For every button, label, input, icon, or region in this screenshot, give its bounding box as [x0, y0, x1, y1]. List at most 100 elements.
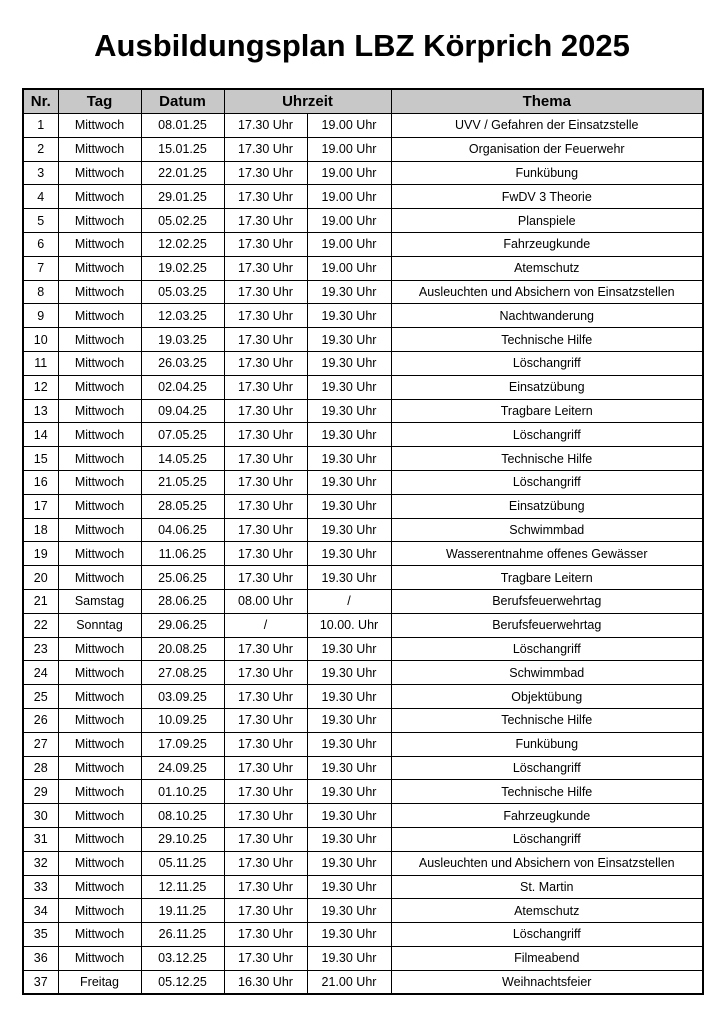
cell-thema: Technische Hilfe	[390, 446, 704, 471]
cell-end-time: 19.30 Uhr	[306, 374, 392, 400]
table-row: 6 Mittwoch 12.02.25 17.30 Uhr 19.00 Uhr Fahrz…	[22, 231, 704, 257]
cell-thema: Technische Hilfe	[390, 327, 704, 352]
cell-start-time: 17.30 Uhr	[223, 541, 308, 567]
cell-end-time: 19.30 Uhr	[306, 636, 392, 662]
cell-start-time: 17.30 Uhr	[223, 636, 308, 662]
cell-datum: 12.03.25	[140, 303, 225, 329]
cell-tag: Mittwoch	[57, 826, 142, 852]
cell-end-time: 19.00 Uhr	[306, 184, 392, 210]
cell-datum: 12.11.25	[140, 874, 225, 900]
cell-nr: 13	[22, 398, 59, 424]
cell-thema: Funkübung	[390, 160, 704, 186]
page-title: Ausbildungsplan LBZ Körprich 2025	[94, 28, 630, 63]
cell-end-time: 19.30 Uhr	[306, 898, 392, 924]
table-row: 5 Mittwoch 05.02.25 17.30 Uhr 19.00 Uhr Plans…	[22, 208, 704, 233]
cell-nr: 6	[22, 231, 59, 257]
table-row: 2 Mittwoch 15.01.25 17.30 Uhr 19.00 Uhr Organ…	[22, 136, 704, 162]
cell-thema: Ausleuchten und Absichern von Einsatzste…	[390, 850, 704, 876]
cell-nr: 2	[22, 136, 59, 162]
cell-tag: Mittwoch	[57, 874, 142, 900]
cell-tag: Mittwoch	[57, 898, 142, 924]
cell-thema: Planspiele	[390, 208, 704, 233]
table-row: 8 Mittwoch 05.03.25 17.30 Uhr 19.30 Uhr Ausle…	[22, 279, 704, 305]
cell-start-time: 17.30 Uhr	[223, 184, 308, 210]
table-row: 36 Mittwoch 03.12.25 17.30 Uhr 19.30 Uhr Film…	[22, 945, 704, 971]
cell-tag: Mittwoch	[57, 184, 142, 210]
cell-thema: Löschangriff	[390, 469, 704, 495]
cell-nr: 11	[22, 350, 59, 376]
cell-thema: Löschangriff	[390, 422, 704, 448]
cell-nr: 21	[22, 588, 59, 614]
cell-end-time: 19.30 Uhr	[306, 469, 392, 495]
cell-end-time: 19.00 Uhr	[306, 255, 392, 281]
cell-end-time: 19.30 Uhr	[306, 565, 392, 590]
cell-nr: 15	[22, 446, 59, 471]
cell-datum: 08.10.25	[140, 803, 225, 828]
cell-datum: 12.02.25	[140, 231, 225, 257]
cell-thema: Tragbare Leitern	[390, 565, 704, 590]
cell-end-time: 19.30 Uhr	[306, 779, 392, 805]
cell-start-time: 17.30 Uhr	[223, 374, 308, 400]
cell-thema: Organisation der Feuerwehr	[390, 136, 704, 162]
cell-thema: Löschangriff	[390, 826, 704, 852]
cell-thema: Berufsfeuerwehrtag	[390, 588, 704, 614]
cell-datum: 05.11.25	[140, 850, 225, 876]
cell-start-time: 17.30 Uhr	[223, 826, 308, 852]
header-nr: Nr.	[22, 88, 59, 114]
cell-datum: 28.06.25	[140, 588, 225, 614]
cell-thema: Wasserentnahme offenes Gewässer	[390, 541, 704, 567]
cell-end-time: 19.30 Uhr	[306, 350, 392, 376]
cell-start-time: 17.30 Uhr	[223, 279, 308, 305]
cell-nr: 3	[22, 160, 59, 186]
cell-tag: Mittwoch	[57, 279, 142, 305]
cell-nr: 32	[22, 850, 59, 876]
cell-start-time: 17.30 Uhr	[223, 731, 308, 757]
table-row: 15 Mittwoch 14.05.25 17.30 Uhr 19.30 Uhr Tech…	[22, 446, 704, 471]
cell-tag: Mittwoch	[57, 945, 142, 971]
cell-datum: 15.01.25	[140, 136, 225, 162]
cell-tag: Mittwoch	[57, 541, 142, 567]
cell-datum: 20.08.25	[140, 636, 225, 662]
cell-nr: 36	[22, 945, 59, 971]
cell-nr: 37	[22, 969, 59, 995]
cell-end-time: 19.30 Uhr	[306, 422, 392, 448]
cell-nr: 19	[22, 541, 59, 567]
cell-nr: 28	[22, 755, 59, 781]
cell-thema: Atemschutz	[390, 255, 704, 281]
cell-datum: 19.11.25	[140, 898, 225, 924]
cell-tag: Freitag	[57, 969, 142, 995]
cell-tag: Mittwoch	[57, 231, 142, 257]
cell-datum: 19.03.25	[140, 327, 225, 352]
cell-thema: Einsatzübung	[390, 493, 704, 519]
cell-start-time: /	[223, 612, 308, 638]
cell-tag: Mittwoch	[57, 374, 142, 400]
cell-nr: 31	[22, 826, 59, 852]
cell-thema: Technische Hilfe	[390, 707, 704, 733]
cell-nr: 30	[22, 803, 59, 828]
cell-end-time: 19.00 Uhr	[306, 231, 392, 257]
table-row: 24 Mittwoch 27.08.25 17.30 Uhr 19.30 Uhr Schw…	[22, 660, 704, 686]
cell-thema: Filmeabend	[390, 945, 704, 971]
cell-thema: Schwimmbad	[390, 660, 704, 686]
cell-thema: Löschangriff	[390, 922, 704, 947]
cell-start-time: 17.30 Uhr	[223, 707, 308, 733]
cell-end-time: 19.30 Uhr	[306, 755, 392, 781]
cell-end-time: 19.30 Uhr	[306, 660, 392, 686]
cell-start-time: 17.30 Uhr	[223, 469, 308, 495]
table-row: 21 Samstag 28.06.25 08.00 Uhr / Berufsfeuerwe…	[22, 588, 704, 614]
cell-tag: Mittwoch	[57, 493, 142, 519]
cell-datum: 05.03.25	[140, 279, 225, 305]
cell-start-time: 17.30 Uhr	[223, 208, 308, 233]
cell-datum: 24.09.25	[140, 755, 225, 781]
cell-datum: 01.10.25	[140, 779, 225, 805]
table-row: 30 Mittwoch 08.10.25 17.30 Uhr 19.30 Uhr Fahr…	[22, 803, 704, 828]
cell-start-time: 08.00 Uhr	[223, 588, 308, 614]
cell-nr: 26	[22, 707, 59, 733]
cell-start-time: 17.30 Uhr	[223, 446, 308, 471]
table-row: 17 Mittwoch 28.05.25 17.30 Uhr 19.30 Uhr Eins…	[22, 493, 704, 519]
cell-datum: 05.12.25	[140, 969, 225, 995]
cell-nr: 25	[22, 684, 59, 709]
cell-nr: 22	[22, 612, 59, 638]
cell-start-time: 17.30 Uhr	[223, 350, 308, 376]
cell-tag: Mittwoch	[57, 350, 142, 376]
